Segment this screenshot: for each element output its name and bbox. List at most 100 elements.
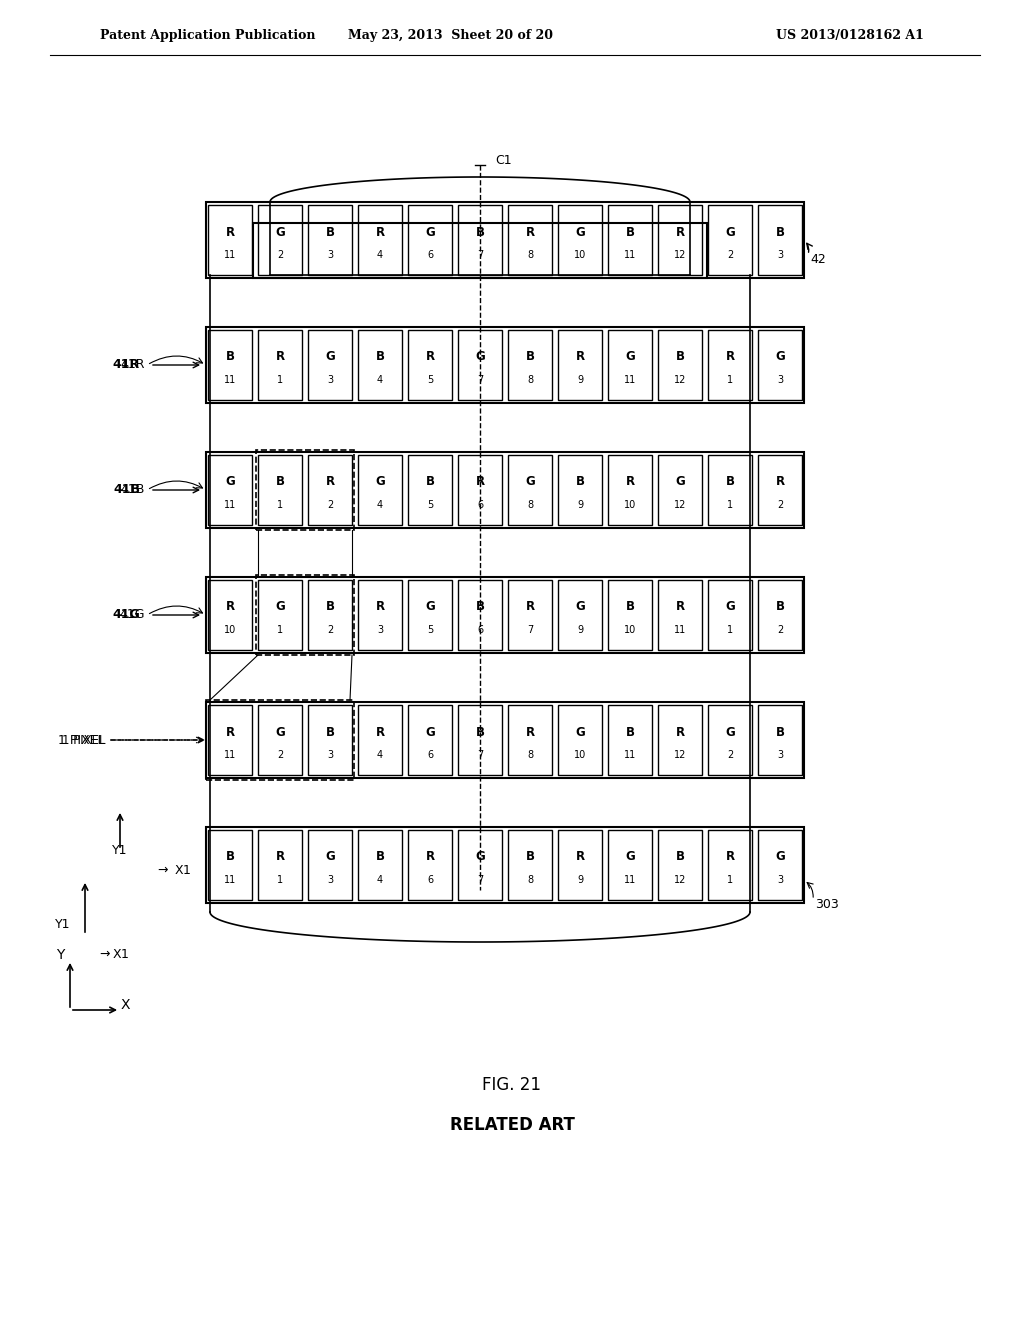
FancyBboxPatch shape (408, 705, 452, 775)
Text: 11: 11 (224, 500, 237, 510)
Text: 11: 11 (624, 249, 636, 260)
Text: 8: 8 (527, 500, 534, 510)
Text: 8: 8 (527, 375, 534, 385)
FancyBboxPatch shape (508, 330, 552, 400)
Text: R: R (575, 850, 585, 863)
Text: 3: 3 (777, 375, 783, 385)
Text: R: R (775, 475, 784, 488)
Text: 3: 3 (327, 249, 333, 260)
Text: 12: 12 (674, 375, 686, 385)
Text: G: G (525, 475, 535, 488)
Text: G: G (675, 475, 685, 488)
Text: G: G (775, 351, 784, 363)
Text: B: B (326, 226, 335, 239)
Text: 4: 4 (377, 750, 383, 760)
Text: 1: 1 (276, 375, 283, 385)
Text: 41B: 41B (113, 483, 140, 496)
Text: G: G (775, 850, 784, 863)
Text: B: B (225, 351, 234, 363)
Text: 3: 3 (777, 750, 783, 760)
FancyBboxPatch shape (458, 205, 502, 275)
Text: 10: 10 (573, 750, 586, 760)
Text: Y1: Y1 (54, 919, 70, 932)
FancyBboxPatch shape (508, 205, 552, 275)
FancyBboxPatch shape (758, 705, 802, 775)
FancyBboxPatch shape (258, 205, 302, 275)
Text: 10: 10 (624, 500, 636, 510)
Text: B: B (626, 226, 635, 239)
Text: 12: 12 (674, 875, 686, 884)
FancyBboxPatch shape (308, 579, 352, 649)
FancyBboxPatch shape (458, 705, 502, 775)
Text: R: R (376, 601, 385, 614)
Text: 10: 10 (624, 624, 636, 635)
FancyBboxPatch shape (708, 455, 752, 525)
Text: 11: 11 (674, 624, 686, 635)
FancyBboxPatch shape (558, 455, 602, 525)
Text: $\rightarrow$ X1: $\rightarrow$ X1 (155, 863, 191, 876)
Text: G: G (475, 351, 485, 363)
Text: R: R (725, 850, 734, 863)
Text: 11: 11 (224, 249, 237, 260)
Text: G: G (275, 226, 285, 239)
Text: 3: 3 (327, 375, 333, 385)
Text: R: R (225, 226, 234, 239)
Text: 3: 3 (777, 875, 783, 884)
Text: G: G (625, 351, 635, 363)
Text: US 2013/0128162 A1: US 2013/0128162 A1 (776, 29, 924, 41)
Text: R: R (676, 226, 685, 239)
Text: B: B (475, 226, 484, 239)
FancyBboxPatch shape (206, 702, 804, 777)
FancyBboxPatch shape (308, 205, 352, 275)
Text: G: G (326, 351, 335, 363)
FancyBboxPatch shape (608, 455, 652, 525)
Text: 41R: 41R (121, 359, 145, 371)
Text: 7: 7 (527, 624, 534, 635)
FancyBboxPatch shape (508, 830, 552, 900)
FancyBboxPatch shape (358, 330, 402, 400)
FancyBboxPatch shape (208, 830, 252, 900)
Text: G: G (575, 726, 585, 738)
Text: B: B (676, 351, 684, 363)
FancyBboxPatch shape (206, 327, 804, 403)
FancyBboxPatch shape (458, 330, 502, 400)
FancyBboxPatch shape (408, 205, 452, 275)
FancyBboxPatch shape (308, 330, 352, 400)
Text: R: R (376, 226, 385, 239)
FancyBboxPatch shape (258, 830, 302, 900)
Text: R: R (326, 475, 335, 488)
Text: B: B (676, 850, 684, 863)
FancyBboxPatch shape (408, 830, 452, 900)
Text: B: B (775, 601, 784, 614)
Text: C1: C1 (495, 153, 512, 166)
Text: 11: 11 (624, 375, 636, 385)
FancyBboxPatch shape (258, 330, 302, 400)
FancyBboxPatch shape (408, 455, 452, 525)
Text: 11: 11 (224, 750, 237, 760)
FancyBboxPatch shape (608, 205, 652, 275)
Text: B: B (575, 475, 585, 488)
Text: R: R (275, 850, 285, 863)
Text: 7: 7 (477, 249, 483, 260)
Text: 3: 3 (777, 249, 783, 260)
FancyBboxPatch shape (208, 705, 252, 775)
Text: G: G (625, 850, 635, 863)
Text: 1: 1 (727, 500, 733, 510)
FancyBboxPatch shape (206, 202, 804, 279)
Text: B: B (626, 601, 635, 614)
Text: B: B (626, 726, 635, 738)
Text: 6: 6 (427, 750, 433, 760)
FancyBboxPatch shape (658, 705, 702, 775)
FancyBboxPatch shape (708, 330, 752, 400)
Text: B: B (376, 850, 384, 863)
FancyBboxPatch shape (258, 705, 302, 775)
FancyBboxPatch shape (608, 579, 652, 649)
Text: 1: 1 (276, 624, 283, 635)
FancyBboxPatch shape (758, 830, 802, 900)
Text: 1 PIXEL: 1 PIXEL (61, 734, 105, 747)
Text: 41G: 41G (120, 609, 145, 622)
Text: 2: 2 (727, 249, 733, 260)
FancyBboxPatch shape (608, 830, 652, 900)
Text: 10: 10 (573, 249, 586, 260)
Text: 4: 4 (377, 875, 383, 884)
